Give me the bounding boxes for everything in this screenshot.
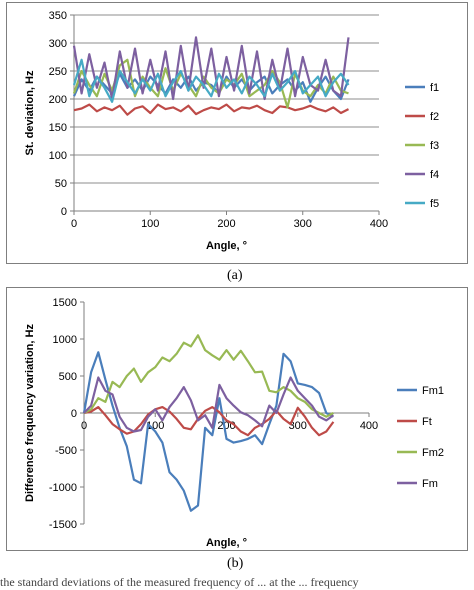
y-tick-label: 300: [49, 38, 67, 50]
y-tick-label: 500: [59, 371, 77, 383]
series-line-fm2: [83, 334, 334, 418]
chart-panel-b: -1500 -1000 -500 0 500 1000 1500 0 100 200 300 400 A…: [6, 287, 468, 551]
series-line-fm1: [82, 351, 334, 512]
y-tick-label: 250: [49, 66, 67, 78]
series-line-ft: [83, 405, 335, 437]
x-tick-label: 200: [217, 420, 235, 432]
legend-label-fm1: Fm1: [422, 385, 444, 397]
y-tick-label: 0: [71, 408, 77, 420]
y-axis-title: Difference frequency variation, Hz: [24, 324, 36, 502]
legend-label-f2: f2: [430, 111, 439, 123]
y-tick-label: 100: [49, 150, 67, 162]
x-axis-title: Angle, °: [206, 537, 247, 549]
x-tick-label: 0: [71, 218, 77, 230]
legend-label-f3: f3: [430, 140, 439, 152]
legend-label-fm2: Fm2: [422, 447, 444, 459]
x-tick-label: 300: [289, 420, 307, 432]
x-tick-label: 400: [370, 218, 388, 230]
series-line-f2: [73, 103, 350, 116]
x-tick-label: 100: [141, 218, 159, 230]
y-tick-label: 50: [55, 178, 67, 190]
y-tick-label: 150: [49, 122, 67, 134]
y-tick-label: -1500: [49, 519, 77, 531]
y-tick-label: 1000: [53, 334, 77, 346]
y-tick-label: 200: [49, 94, 67, 106]
x-tick-label: 100: [146, 420, 164, 432]
x-tick-label: 200: [217, 218, 235, 230]
x-tick-label: 0: [81, 420, 87, 432]
caption-a: (a): [227, 268, 243, 283]
y-tick-label: -1000: [49, 482, 77, 494]
series-line-fm: [83, 376, 335, 433]
legend-label-f1: f1: [430, 82, 439, 94]
st-deviation-chart: 0 50 100 150 200 250 300 350 0 100 200 300 400 Angle,…: [24, 10, 439, 252]
y-tick-label: 350: [49, 10, 67, 22]
figure-footer-text: the standard deviations of the measured …: [0, 575, 359, 589]
y-tick-label: 1500: [53, 297, 77, 309]
legend-label-f4: f4: [430, 169, 439, 181]
y-axis-title: St. deviation, Hz: [24, 70, 36, 155]
chart-panel-a: 0 50 100 150 200 250 300 350 0 100 200 300 400 Angle,…: [6, 2, 468, 264]
x-tick-label: 300: [294, 218, 312, 230]
y-tick-label: 0: [61, 206, 67, 218]
difference-frequency-chart: -1500 -1000 -500 0 500 1000 1500 0 100 200 300 400 A…: [24, 297, 444, 549]
legend-label-f5: f5: [430, 198, 439, 210]
legend-label-fm: Fm: [422, 478, 438, 490]
series-line-f4: [72, 36, 350, 101]
series-line-f5: [72, 58, 350, 103]
x-axis-title: Angle, °: [206, 240, 247, 252]
x-tick-label: 400: [360, 420, 378, 432]
y-tick-label: -500: [55, 445, 77, 457]
legend-label-ft: Ft: [422, 416, 432, 428]
caption-b: (b): [227, 556, 244, 571]
